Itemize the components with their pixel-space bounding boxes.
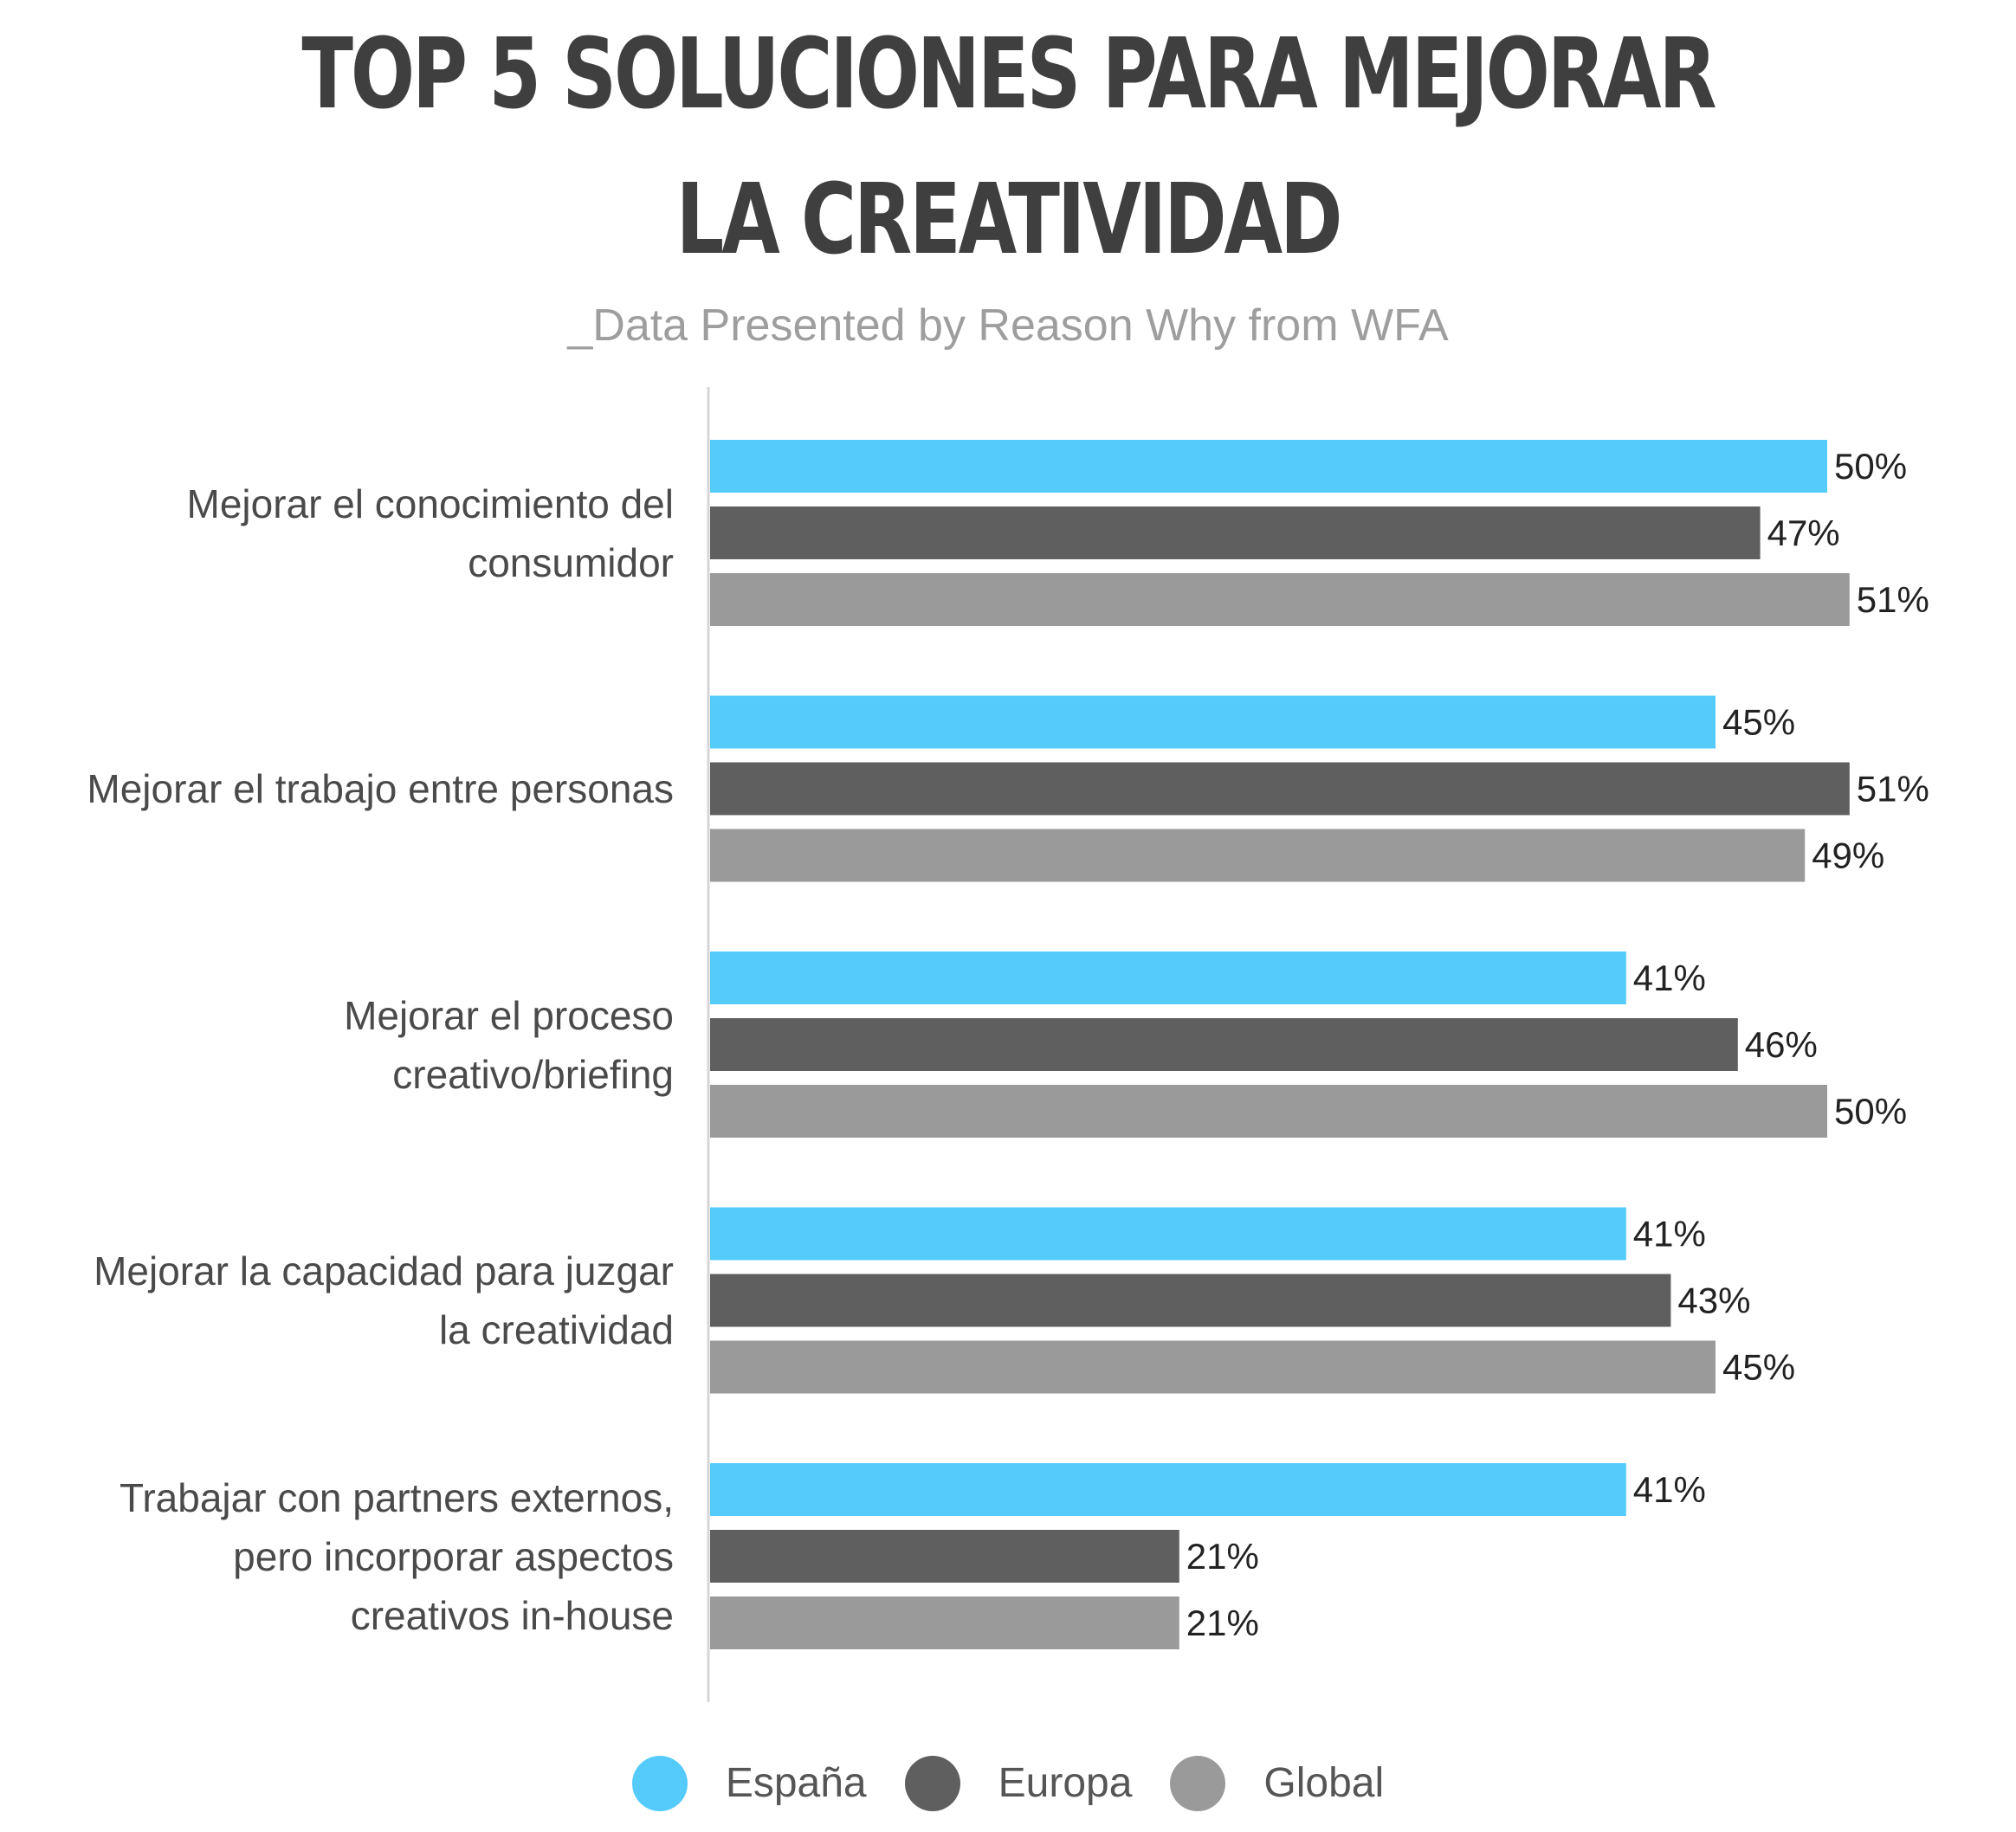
legend-item: Global: [1170, 1756, 1384, 1811]
bar: [710, 1340, 1716, 1394]
data-label: 21%: [1186, 1603, 1259, 1643]
data-label: 41%: [1633, 1469, 1706, 1510]
data-label: 46%: [1745, 1024, 1818, 1065]
legend-item: Europa: [904, 1756, 1133, 1811]
data-label: 43%: [1677, 1280, 1750, 1321]
bar: [710, 1530, 1179, 1583]
bar: [710, 1085, 1827, 1138]
category-label: Mejorar el conocimiento del consumidor: [186, 481, 675, 585]
bar: [710, 829, 1806, 882]
legend-label: Global: [1263, 1760, 1385, 1806]
legend-swatch: [1170, 1756, 1226, 1811]
bar: [710, 695, 1716, 749]
legend-item: España: [631, 1756, 867, 1811]
bar: [710, 1018, 1738, 1071]
data-label: 45%: [1722, 702, 1795, 743]
data-label: 47%: [1767, 513, 1840, 553]
category-label: Mejorar el proceso creativo/briefing: [344, 992, 674, 1097]
bar: [710, 1597, 1179, 1649]
data-label: 50%: [1834, 1091, 1907, 1132]
data-label: 50%: [1834, 446, 1907, 487]
chart-legend: España Europa Global: [0, 1756, 2016, 1811]
bar: [710, 573, 1850, 626]
bar: [710, 1207, 1626, 1261]
bar: [710, 951, 1626, 1004]
category-label: Mejorar el trabajo entre personas: [87, 766, 674, 811]
bar: [710, 762, 1850, 816]
data-label: 49%: [1812, 835, 1884, 876]
bar: [710, 1274, 1671, 1327]
chart-title-line-2: LA CREATIVIDAD: [675, 164, 1343, 276]
chart-subtitle: _Data Presented by Reason Why from WFA: [567, 300, 1449, 351]
chart-title-line-1: TOP 5 SOLUCIONES PARA MEJORAR: [301, 18, 1716, 131]
bar: [710, 506, 1761, 559]
data-label: 41%: [1633, 1214, 1706, 1255]
legend-swatch: [904, 1756, 960, 1811]
data-label: 45%: [1722, 1347, 1795, 1388]
category-label: Mejorar la capacidad para juzgar la crea…: [94, 1248, 674, 1352]
data-label: 41%: [1633, 958, 1706, 998]
legend-label: Europa: [998, 1760, 1133, 1806]
data-label: 21%: [1186, 1536, 1259, 1577]
data-label: 51%: [1857, 769, 1929, 810]
legend-label: España: [725, 1760, 867, 1806]
bar: [710, 1463, 1626, 1516]
legend-swatch: [631, 1756, 688, 1811]
data-label: 51%: [1857, 579, 1929, 620]
category-label: Trabajar con partners externos, pero inc…: [119, 1474, 674, 1638]
bar: [710, 440, 1827, 493]
